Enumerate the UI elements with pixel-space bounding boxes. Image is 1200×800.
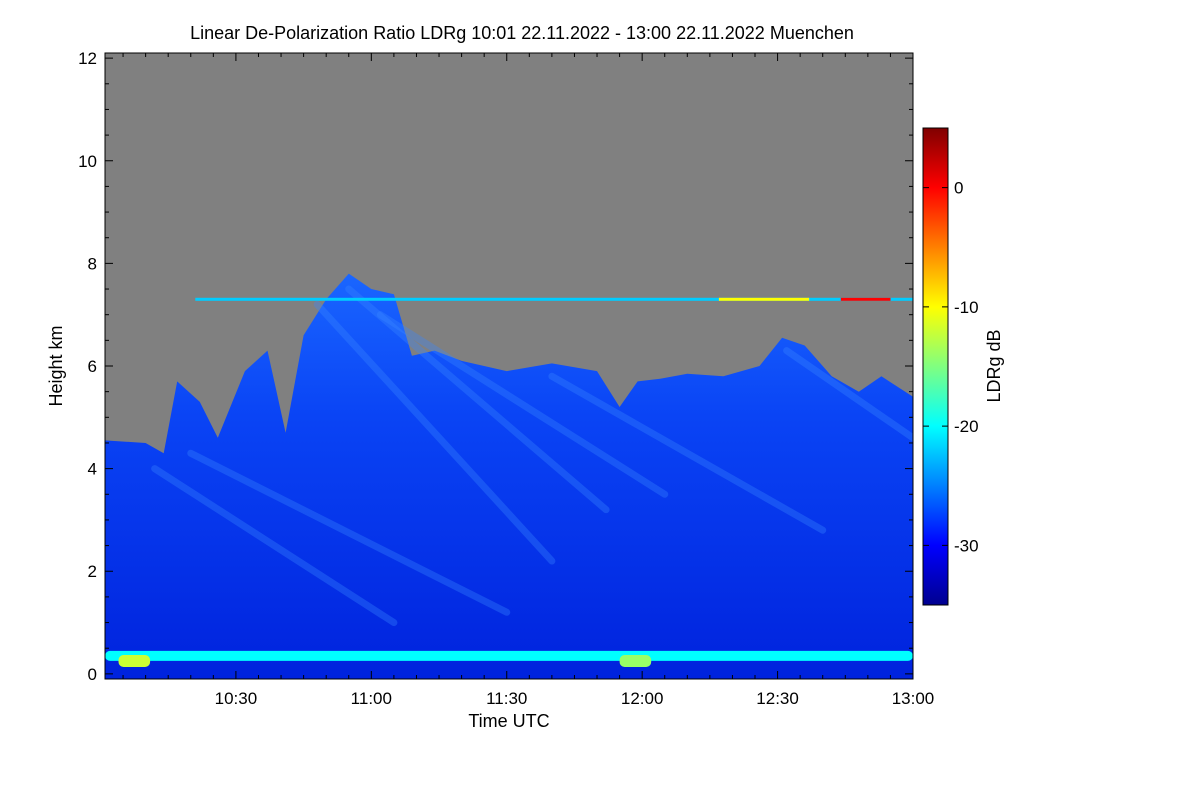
y-tick-label: 12: [78, 49, 97, 68]
ldr-feature-boundary-layer-band: [105, 650, 913, 661]
fall-streak: [151, 465, 398, 627]
y-tick-label: 4: [88, 460, 97, 479]
cloud-region: [105, 273, 913, 679]
colorbar-ticks: 0 -10 -20 -30: [923, 179, 979, 555]
colorbar: 0 -10 -20 -30 LDRg dB: [922, 127, 1004, 606]
fall-streaks: [151, 285, 913, 627]
plot-area: [104, 52, 914, 680]
y-tick-label: 2: [88, 562, 97, 581]
chart-title: Linear De-Polarization Ratio LDRg 10:01 …: [190, 23, 854, 43]
y-tick-label: 8: [88, 254, 97, 273]
y-tick-label: 6: [88, 357, 97, 376]
x-tick-label: 11:30: [486, 689, 527, 708]
x-tick-label: 10:30: [215, 689, 258, 708]
x-tick-label: 11:00: [351, 689, 392, 708]
fall-streak: [345, 285, 610, 514]
fall-streak: [548, 372, 827, 534]
x-tick-label: 12:30: [756, 689, 799, 708]
colorbar-tick-label: -20: [954, 417, 979, 436]
fall-streak: [783, 347, 913, 442]
ldr-feature-yellow-speckles: [718, 297, 810, 301]
x-axis-title: Time UTC: [468, 711, 549, 731]
ldr-feature-thin-layer: [195, 297, 913, 301]
y-axis-title: Height km: [46, 325, 66, 406]
x-axis: 10:30 11:00 11:30 12:00 12:30 13:00: [122, 53, 935, 708]
y-tick-label: 10: [78, 152, 97, 171]
colorbar-tick-label: -30: [954, 536, 979, 555]
x-tick-label: 12:00: [621, 689, 664, 708]
fall-streak: [187, 449, 511, 616]
fall-streak: [376, 311, 669, 498]
y-axis: 0 2 4 6 8 10 12: [78, 49, 913, 684]
y-tick-label: 0: [88, 665, 97, 684]
ldr-feature-high-ldr-patch: [619, 655, 652, 667]
ldr-feature-red-speckles: [840, 297, 891, 301]
colorbar-scale: [922, 127, 949, 606]
fall-streak: [313, 300, 556, 565]
x-tick-label: 13:00: [892, 689, 935, 708]
ldr-feature-high-ldr-patch: [118, 655, 151, 667]
colorbar-title: LDRg dB: [984, 329, 1004, 402]
colorbar-tick-label: 0: [954, 179, 963, 198]
ldr-features: [105, 297, 913, 667]
colorbar-tick-label: -10: [954, 298, 979, 317]
